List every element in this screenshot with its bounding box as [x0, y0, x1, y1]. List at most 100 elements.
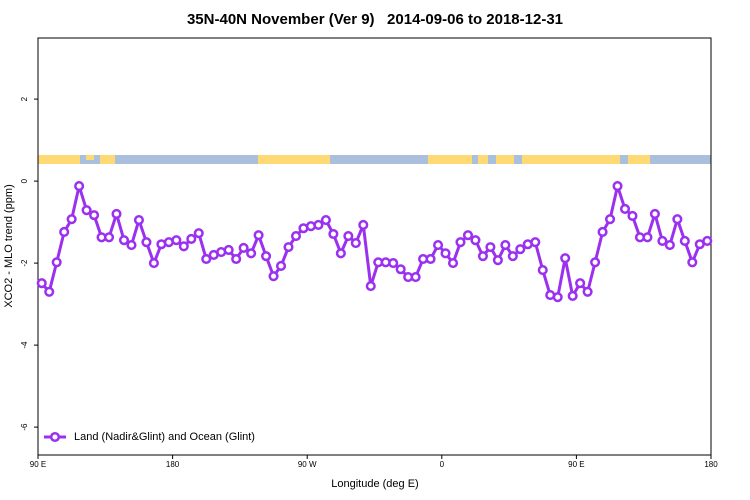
data-point [590, 257, 601, 268]
data-point [567, 290, 578, 301]
data-point [582, 286, 593, 297]
data-point [597, 226, 608, 237]
data-point [492, 255, 503, 266]
data-point [118, 235, 130, 246]
plot-frame [37, 37, 712, 456]
data-point [133, 215, 144, 226]
data-point [59, 226, 70, 237]
data-point [186, 233, 197, 244]
y-tick-label: -2 [20, 259, 29, 267]
land-strip [522, 155, 620, 164]
data-point [642, 232, 653, 243]
data-point [201, 253, 212, 265]
data-point [171, 235, 182, 246]
data-point [328, 228, 339, 240]
land-strip [258, 155, 330, 164]
data-point [350, 237, 361, 249]
x-axis-label: Longitude (deg E) [331, 478, 418, 490]
data-point [462, 230, 474, 241]
data-point [552, 292, 563, 303]
data-point [485, 242, 496, 253]
y-tick-label: -6 [20, 423, 29, 431]
data-point [253, 230, 264, 241]
x-tick-label: 180 [704, 460, 718, 469]
ocean-strip [38, 155, 711, 164]
data-point [537, 265, 548, 276]
surface-strip [38, 155, 711, 164]
data-point [283, 242, 294, 253]
data-point [433, 240, 444, 251]
y-tick-label: 0 [20, 178, 29, 183]
y-axis-label: XCO2 - MLO trend (ppm) [3, 184, 15, 307]
data-point [477, 251, 488, 262]
data-point [649, 208, 660, 219]
data-point [425, 253, 436, 265]
x-tick-label: 0 [440, 460, 445, 469]
data-point [657, 235, 668, 247]
data-point [290, 230, 302, 242]
data-point [193, 228, 204, 239]
x-tick-label: 90 W [298, 460, 317, 469]
land-strip [38, 155, 80, 164]
data-point [231, 253, 242, 265]
data-point [575, 278, 586, 289]
data-point [103, 232, 115, 243]
data-point [81, 205, 92, 216]
data-point [246, 248, 257, 259]
data-point [440, 248, 451, 259]
data-point [687, 257, 698, 268]
land-strip [100, 155, 115, 164]
data-point [664, 240, 675, 251]
data-point [36, 278, 47, 289]
data-point [395, 264, 406, 275]
chart-title: 35N-40N November (Ver 9) 2014-09-06 to 2… [187, 11, 563, 28]
legend-label: Land (Nadir&Glint) and Ocean (Glint) [74, 431, 255, 443]
data-point [530, 237, 541, 248]
data-point [515, 244, 526, 255]
legend-marker [49, 431, 61, 443]
data-point [178, 241, 189, 252]
data-point [358, 219, 369, 231]
data-point [89, 210, 100, 221]
data-point [66, 214, 77, 225]
data-point [268, 271, 279, 282]
data-point [111, 208, 122, 219]
data-point [51, 257, 62, 268]
x-tick-label: 90 E [568, 460, 584, 469]
data-point [126, 240, 137, 251]
data-point [261, 251, 272, 262]
data-point [679, 235, 690, 247]
data-point [627, 210, 638, 222]
data-point [612, 180, 623, 192]
data-point [141, 237, 152, 248]
land-strip [428, 155, 472, 164]
data-point [238, 242, 249, 253]
data-point [74, 180, 85, 192]
data-point [507, 251, 518, 262]
data-point [500, 240, 511, 251]
y-tick-label: 2 [20, 96, 29, 101]
land-strip [628, 155, 650, 164]
data-point [455, 237, 466, 248]
data-point [343, 230, 354, 242]
x-tick-label: 90 E [30, 460, 46, 469]
data-point [320, 215, 331, 226]
x-tick-label: 180 [166, 460, 180, 469]
data-point [619, 203, 631, 215]
data-point [148, 258, 159, 269]
data-point [335, 248, 346, 259]
data-point [223, 244, 234, 256]
y-tick-label: -4 [20, 341, 29, 349]
data-point [447, 258, 459, 269]
data-point [44, 286, 55, 297]
land-strip [496, 155, 514, 164]
data-point [470, 235, 481, 246]
data-point [560, 253, 571, 264]
land-strip [86, 155, 94, 160]
data-point [702, 235, 713, 247]
data-point [365, 281, 376, 292]
data-point [313, 219, 324, 231]
data-point [672, 214, 683, 225]
data-point [605, 214, 616, 225]
